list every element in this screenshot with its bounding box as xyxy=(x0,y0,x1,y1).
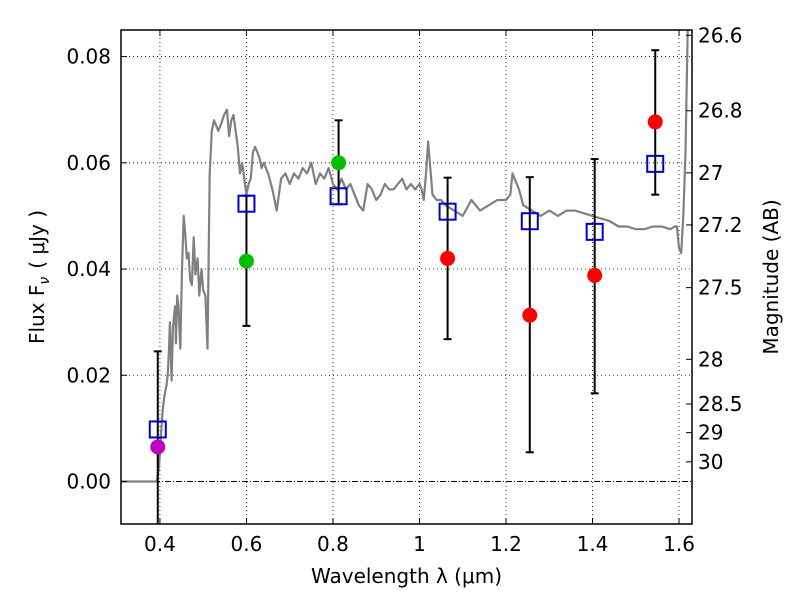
y-axis-label: Flux Fν ( μJy ) xyxy=(25,210,53,344)
x-tick-label: 1 xyxy=(413,532,426,556)
model-square xyxy=(148,420,167,439)
observed-point xyxy=(522,307,538,323)
observed-point xyxy=(647,114,663,130)
spectrum-line xyxy=(121,30,689,483)
observed-point xyxy=(238,253,254,269)
y-axis-label-subscript: ν xyxy=(37,277,53,285)
y-tick-label: 0.08 xyxy=(66,45,111,69)
mag-tick-label: 30 xyxy=(698,450,723,474)
mag-tick-label: 28.5 xyxy=(698,392,743,416)
mag-tick-label: 26.6 xyxy=(698,23,743,47)
observed-point xyxy=(587,267,603,283)
observed-point xyxy=(150,439,166,455)
model-square xyxy=(237,194,256,213)
model-square xyxy=(329,187,348,206)
x-tick-label: 1.2 xyxy=(490,532,522,556)
mag-tick-label: 27.2 xyxy=(698,213,743,237)
y-tick-label: 0.06 xyxy=(66,151,111,175)
mag-tick-label: 27.5 xyxy=(698,276,743,300)
y-tick-label: 0.02 xyxy=(66,363,111,387)
x-tick-label: 0.4 xyxy=(144,532,176,556)
y-axis-label-unit: ( μJy ) xyxy=(25,210,49,269)
x-tick-label: 0.6 xyxy=(231,532,263,556)
observed-point xyxy=(440,250,456,266)
right-axis-label: Magnitude (AB) xyxy=(759,199,783,354)
y-axis-label-main: Flux F xyxy=(25,285,49,344)
model-square xyxy=(520,212,539,231)
x-axis-label: Wavelength λ (μm) xyxy=(311,564,502,588)
mag-tick-label: 28 xyxy=(698,347,723,371)
grid xyxy=(121,30,692,524)
axis-ticks: 0.4 0.6 0.8 1 1.2 1.4 1.6 0.00 0.02 0.04 0.06 0.08 2… xyxy=(66,23,742,556)
model-square xyxy=(646,154,665,173)
mag-tick-label: 29 xyxy=(698,421,723,445)
y-tick-label: 0.04 xyxy=(66,257,111,281)
plot-frame xyxy=(120,29,693,525)
y-tick-label: 0.00 xyxy=(66,470,111,494)
plot-marks xyxy=(121,30,689,524)
x-tick-label: 1.6 xyxy=(663,532,695,556)
x-tick-label: 1.4 xyxy=(577,532,609,556)
observed-point xyxy=(331,155,347,171)
mag-tick-label: 27 xyxy=(698,161,723,185)
x-tick-label: 0.8 xyxy=(317,532,349,556)
model-square xyxy=(585,222,604,241)
model-square xyxy=(438,202,457,221)
mag-tick-label: 26.8 xyxy=(698,99,743,123)
